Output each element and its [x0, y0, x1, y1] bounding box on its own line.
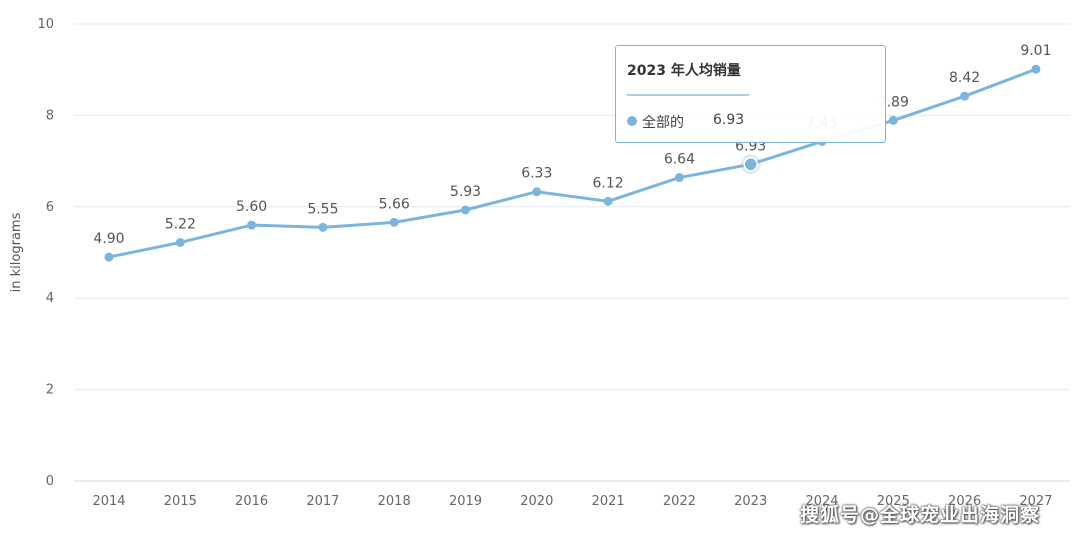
x-tick-label: 2022 — [663, 494, 696, 509]
tooltip-title: 2023 年人均销量 — [627, 63, 741, 79]
y-axis-label: in kilograms — [9, 212, 24, 292]
x-tick-label: 2014 — [92, 494, 125, 509]
data-point[interactable] — [888, 115, 898, 125]
x-tick-label: 2017 — [306, 494, 339, 509]
data-point[interactable] — [603, 196, 613, 206]
x-tick-label: 2018 — [378, 494, 411, 509]
data-point[interactable] — [960, 91, 970, 101]
y-tick-label: 0 — [46, 474, 54, 489]
data-label: 5.66 — [379, 196, 410, 212]
tooltip-value: 6.93 — [713, 112, 745, 128]
y-tick-label: 6 — [46, 200, 54, 215]
y-tick-label: 4 — [46, 291, 54, 306]
watermark: 搜狐号@全球宠业出海洞察 — [800, 504, 1041, 526]
data-point[interactable] — [247, 220, 257, 230]
data-point[interactable] — [461, 205, 470, 215]
data-label: 8.42 — [949, 70, 980, 86]
y-tick-label: 8 — [46, 108, 54, 123]
data-label: 5.93 — [450, 184, 481, 200]
x-tick-label: 2020 — [520, 494, 553, 509]
data-point[interactable] — [104, 252, 114, 262]
tooltip-series-marker-icon — [627, 116, 637, 126]
y-tick-label: 2 — [46, 383, 54, 398]
tooltip: 2023 年人均销量 全部的 6.93 — [615, 45, 886, 143]
x-tick-label: 2019 — [449, 494, 482, 509]
data-point[interactable] — [389, 217, 399, 227]
x-tick-label: 2016 — [235, 494, 268, 509]
data-label: 6.64 — [664, 152, 695, 168]
data-label: 6.12 — [593, 175, 624, 191]
data-point-highlighted[interactable] — [743, 157, 758, 172]
data-point[interactable] — [532, 187, 542, 197]
x-tick-label: 2026 — [948, 494, 981, 509]
x-tick-label: 2015 — [164, 494, 197, 509]
tooltip-series-label: 全部的 — [642, 115, 684, 131]
data-labels: 4.90 5.22 5.60 5.55 5.66 5.93 6.33 6.12 6.64 6.93… — [93, 43, 1051, 247]
data-label: 9.01 — [1020, 43, 1051, 59]
data-label: 5.60 — [236, 199, 267, 215]
x-axis-ticks: 2014 2015 2016 2017 2018 2019 2020 2021 2022 2023… — [92, 494, 1052, 509]
x-tick-label: 2025 — [877, 494, 910, 509]
x-tick-label: 2023 — [734, 494, 767, 509]
data-label: 5.22 — [165, 216, 196, 232]
series-points[interactable] — [104, 64, 1041, 262]
data-label: 6.33 — [521, 166, 552, 182]
x-tick-label: 2021 — [592, 494, 625, 509]
data-point[interactable] — [175, 237, 185, 247]
tooltip-divider — [627, 94, 749, 96]
data-label: 5.55 — [307, 201, 338, 217]
x-tick-label: 2024 — [805, 494, 838, 509]
y-axis-ticks: 0 2 4 6 8 10 — [37, 17, 54, 489]
x-tick-label: 2027 — [1019, 494, 1052, 509]
data-label: 4.90 — [93, 231, 124, 247]
y-tick-label: 10 — [37, 17, 54, 32]
data-point[interactable] — [674, 173, 684, 183]
grid-lines — [74, 23, 1070, 482]
data-point[interactable] — [318, 222, 328, 232]
data-point[interactable] — [1031, 64, 1041, 74]
